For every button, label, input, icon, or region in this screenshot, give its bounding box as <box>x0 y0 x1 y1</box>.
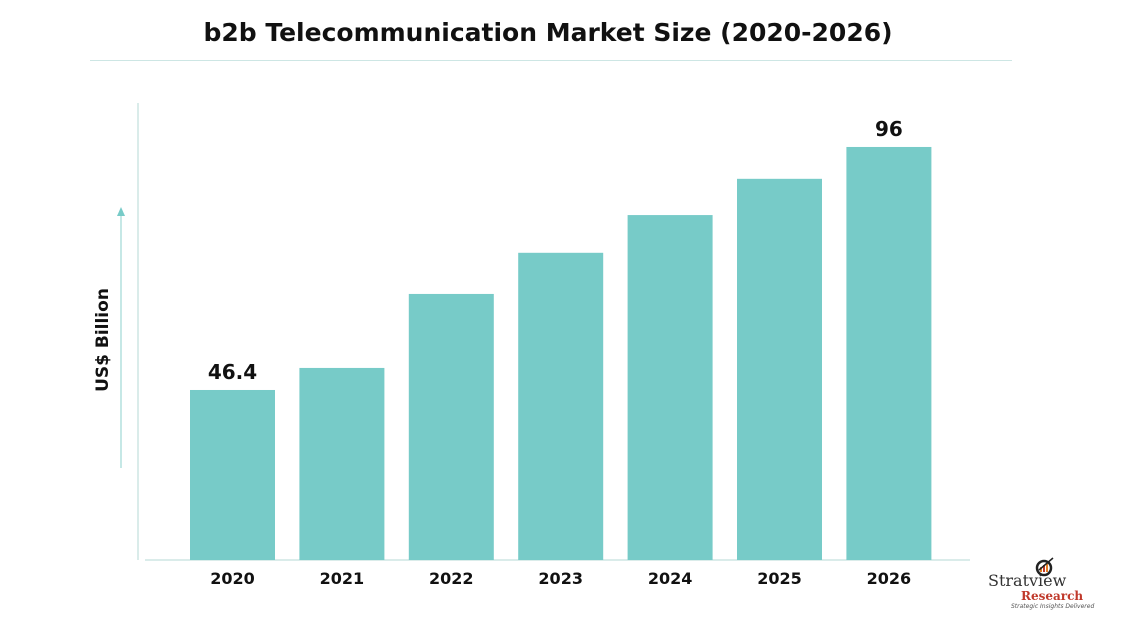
bar-2026 <box>846 146 932 561</box>
x-tick-label: 2025 <box>757 569 802 588</box>
y-axis-label: US$ Billion <box>93 288 113 392</box>
bar-2022 <box>408 293 494 560</box>
bar-2024 <box>627 215 713 560</box>
x-tick-label: 2024 <box>648 569 693 588</box>
title-divider <box>90 60 1012 61</box>
x-tick-label: 2021 <box>320 569 365 588</box>
bar-2023 <box>518 252 604 560</box>
x-tick-label: 2023 <box>538 569 583 588</box>
chart-title: b2b Telecommunication Market Size (2020-… <box>203 18 893 47</box>
x-tick-label: 2020 <box>210 569 255 588</box>
data-label: 46.4 <box>208 360 257 384</box>
data-label: 96 <box>875 117 903 141</box>
bar-2021 <box>299 367 385 560</box>
stratview-logo: Stratview Research Strategic Insights De… <box>985 557 1095 614</box>
x-tick-label: 2022 <box>429 569 474 588</box>
bar-2025 <box>737 178 822 560</box>
logo-name: Stratview <box>988 571 1067 590</box>
bar-2020 <box>190 389 275 560</box>
logo-sub: Research <box>1021 589 1084 603</box>
magnifier-chart-icon <box>1035 557 1054 577</box>
y-axis-arrow-icon <box>117 207 125 216</box>
logo-tagline: Strategic Insights Delivered <box>1011 603 1095 610</box>
x-tick-label: 2026 <box>867 569 912 588</box>
